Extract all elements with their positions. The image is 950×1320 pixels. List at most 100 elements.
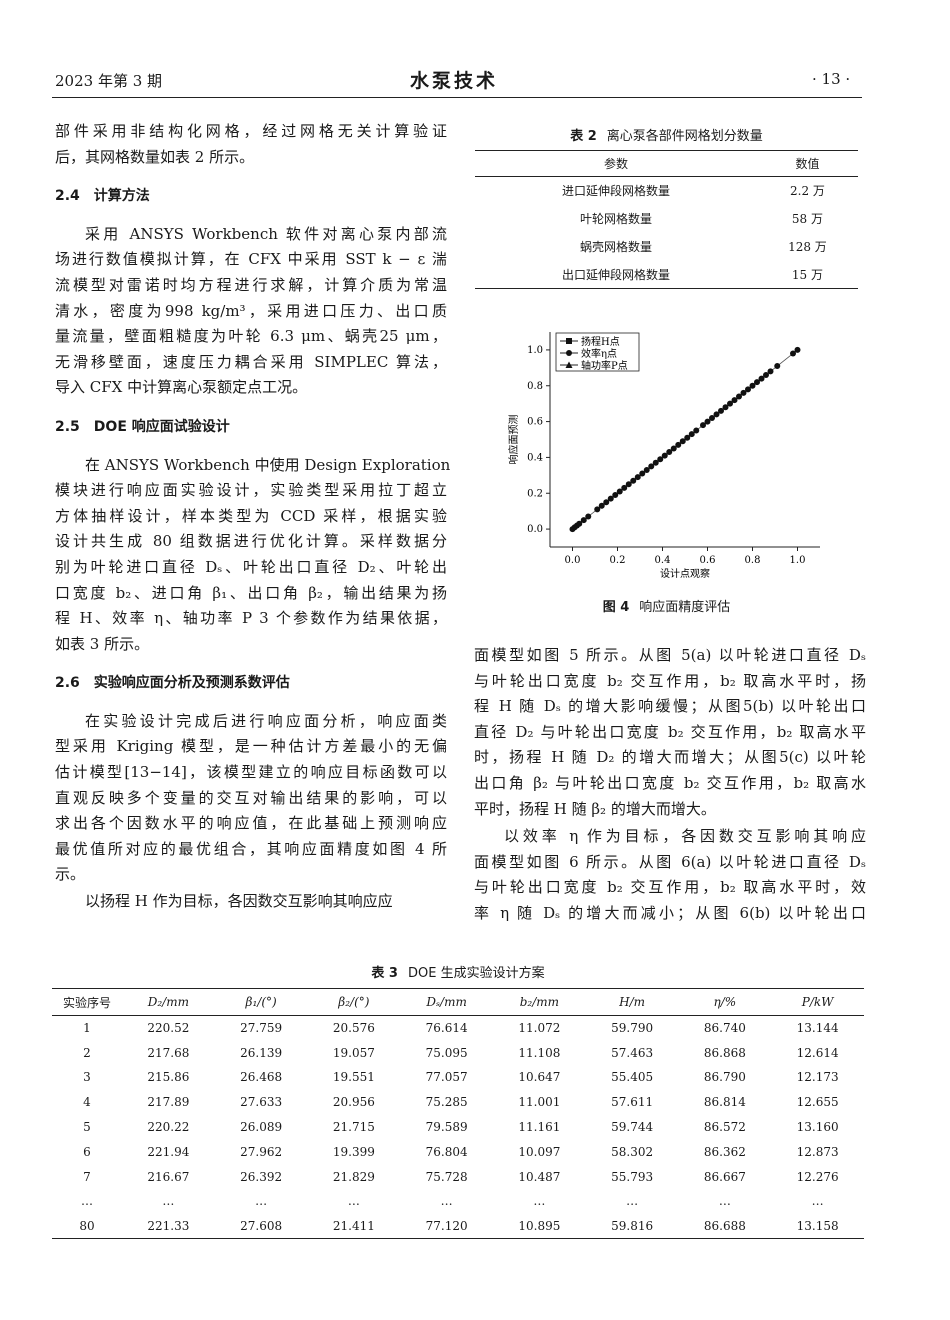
data-point [657,456,664,463]
table3-caption: 表 3 DOE 生成实验设计方案 [52,962,864,981]
table-row: 5 220.22 26.089 21.715 79.589 11.161 59.744 86.… [52,1115,864,1140]
page-number: · 13 · [812,70,851,88]
text-line: 程 H、效率 η、轴功率 P 3 个参数作为结果依据， [55,609,447,628]
column-header: η/% [678,988,772,1016]
table-cell: 59.790 [611,1021,654,1036]
paragraph: 在实验设计完成后进行响应面分析，响应面类 型采用 Kriging 模型，是一种估计… [55,709,447,888]
table-row: 出口延伸段网格数量 15 万 [475,261,858,289]
section-heading: 2.5 DOE 响应面试验设计 [55,418,230,435]
table-cell: 27.759 [240,1021,283,1036]
table-cell: 55.405 [611,1070,654,1085]
data-point [675,441,682,448]
text-line: 部件采用非结构化网格，经过网格无关计算验证 [55,122,447,140]
square-marker-icon [566,338,572,344]
section-heading: 2.4 计算方法 [55,188,150,205]
table-cell: 221.33 [147,1219,190,1234]
table-cell: 12.873 [796,1144,839,1159]
table-cell: 86.572 [703,1120,746,1135]
table-cell: … [533,1194,546,1209]
table2: 参数 数值 进口延伸段网格数量 2.2 万叶轮网格数量 58 万蜗壳网格数量 128 万出… [475,150,858,289]
table-cell: 12.655 [796,1095,839,1110]
data-point [580,517,587,524]
table-cell: 220.52 [147,1021,190,1036]
table2-title: 离心泵各部件网格划分数量 [606,129,763,144]
table-header-row: 参数 数值 [475,150,858,177]
text-line: 口宽度 b₂、进口角 β₁、出口角 β₂，输出结果为扬 [55,583,447,602]
table-cell: 86.814 [703,1095,746,1110]
data-point [616,488,623,495]
data-point [684,434,691,441]
text-line: 求出各个因数水平的响应值，在此基础上预测响应 [55,814,447,833]
table-row: 2 217.68 26.139 19.057 75.095 11.108 57.463 86.… [52,1040,864,1065]
text-line: 清水，密度为998 kg/m³，采用进口压力、出口质 [55,301,447,320]
table-cell: 59.744 [611,1120,654,1135]
table-cell: 10.647 [518,1070,561,1085]
data-point [749,382,756,389]
text-line: 方体抽样设计，样本类型为 CCD 采样，根据实验 [55,506,447,525]
table-cell: 21.829 [332,1169,375,1184]
legend-label: 效率η点 [581,347,617,360]
table2-label: 表 2 [570,129,597,144]
table-cell: 3 [83,1070,91,1085]
table-cell: 叶轮网格数量 [579,212,652,226]
table-cell: 13.158 [796,1219,839,1234]
data-point [594,506,601,513]
table-row: 1 220.52 27.759 20.576 76.614 11.072 59.790 86.… [52,1016,864,1041]
header-rule [52,97,862,98]
table-cell: 4 [83,1095,91,1110]
table-cell: 12.276 [796,1169,839,1184]
journal-logo: 水泵技术 [410,70,499,92]
y-tick-label: 1.0 [527,345,543,356]
text-line: 率 η 随 Dₛ 的增大而减小；从图 6(b) 以叶轮出口 [474,903,866,922]
data-point [722,404,729,411]
data-point [625,481,632,488]
data-point [758,375,765,382]
data-point [709,415,715,421]
table-cell: 79.589 [425,1120,468,1135]
text-line: 面模型如图 5 所示。从图 5(a) 以叶轮进口直径 Dₛ [474,646,866,664]
paragraph: 以效率 η 作为目标，各因数交互影响其响应 面模型如图 6 所示。从图 6(a) … [474,824,866,926]
y-tick-label: 0.2 [527,488,543,499]
text-line: 在 ANSYS Workbench 中使用 Design Exploration [85,455,451,474]
data-point [630,477,637,484]
data-point [643,466,650,473]
column-header: D₂/mm [122,988,215,1016]
legend-label: 扬程H点 [581,335,620,348]
table-cell: 215.86 [147,1070,190,1085]
text-line: 流模型对雷诺时均方程进行求解，计算介质为常温 [55,275,447,294]
figure4-caption: 图 4 响应面精度评估 [475,596,858,615]
x-tick-label: 0.6 [700,555,716,566]
data-point [740,389,747,396]
table-cell: 27.633 [240,1095,283,1110]
table-cell: 217.68 [147,1045,190,1060]
data-point [598,502,605,509]
table-cell: … [718,1194,731,1209]
table-cell: 1 [83,1021,91,1036]
table-cell: 86.362 [703,1144,746,1159]
text-line: 在实验设计完成后进行响应面分析，响应面类 [85,711,447,730]
triangle-marker-icon [565,361,573,368]
data-point [693,427,700,434]
y-tick-label: 0.8 [527,381,543,392]
column-header: β₁/(°) [214,988,308,1016]
table-cell: 76.804 [425,1144,468,1159]
data-point [670,445,677,452]
table-cell: 12.614 [796,1045,839,1060]
data-point [794,346,801,353]
y-tick-label: 0.4 [527,452,543,463]
table-cell: 75.728 [425,1169,468,1184]
x-tick-label: 0.4 [655,555,671,566]
table-cell: 进口延伸段网格数量 [561,184,670,199]
table2-caption: 表 2 离心泵各部件网格划分数量 [475,125,858,144]
table-cell: 19.399 [332,1144,375,1159]
data-point [767,368,774,375]
legend-label: 轴功率P点 [581,359,628,372]
table-cell: 57.611 [611,1095,654,1110]
table-cell: 216.67 [147,1169,190,1184]
table-cell: 221.94 [147,1144,190,1159]
table-cell: 27.608 [240,1219,283,1234]
table-cell: 13.160 [796,1120,839,1135]
circle-marker-icon [566,350,572,356]
data-point [661,452,668,459]
text-line: 后，其网格数量如表 2 所示。 [55,147,255,166]
